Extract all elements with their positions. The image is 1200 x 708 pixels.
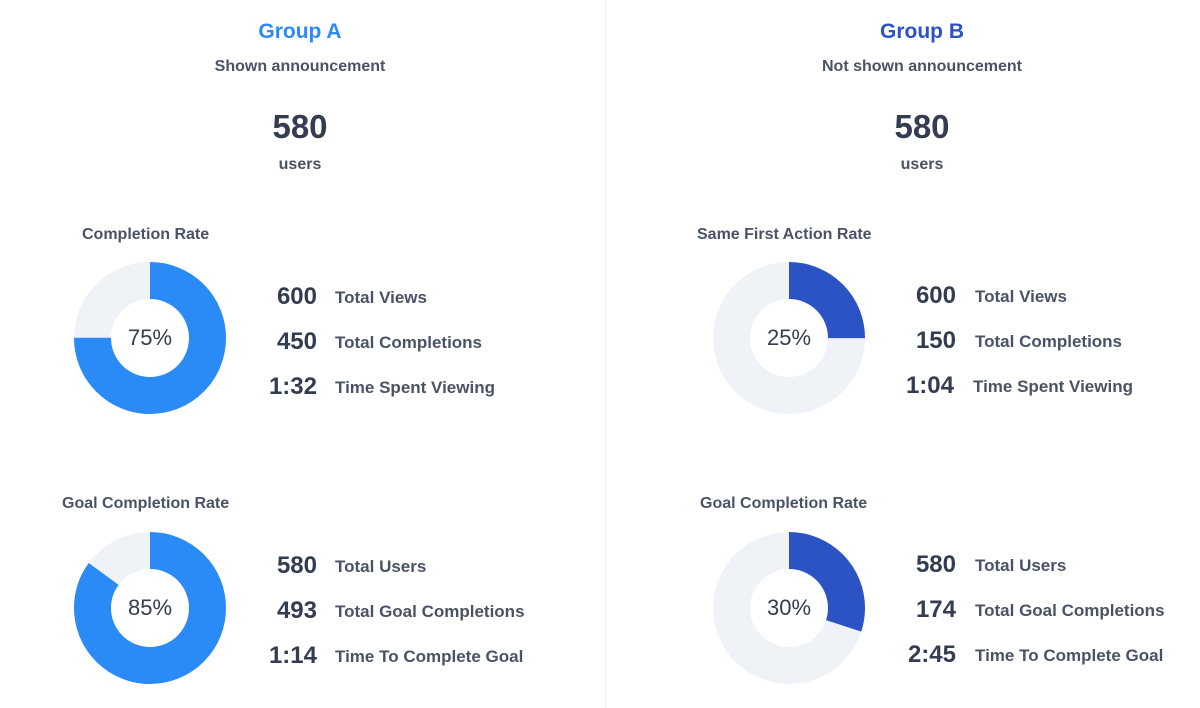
goal-completion-rate-donut: 85% (74, 532, 226, 684)
group-b-subtitle: Not shown announcement (822, 58, 1022, 75)
time-spent-viewing-value: 1:32 (268, 373, 317, 400)
time-to-complete-goal-value: 2:45 (907, 641, 956, 668)
same-first-action-rate-donut: 25% (713, 262, 865, 414)
group-a-users-label: users (278, 156, 322, 173)
group-divider (605, 0, 606, 708)
goal-completion-rate-title: Goal Completion Rate (62, 495, 230, 512)
group-b-title: Group B (880, 20, 964, 43)
time-to-complete-goal-label: Time To Complete Goal (335, 647, 524, 666)
time-spent-viewing-label: Time Spent Viewing (973, 377, 1133, 396)
total-goal-completions-value: 174 (915, 596, 956, 623)
group-a-users-count: 580 (272, 108, 328, 145)
goal-completion-rate-title: Goal Completion Rate (700, 495, 868, 512)
total-views-label: Total Views (975, 287, 1067, 306)
group-a-subtitle: Shown announcement (214, 58, 386, 75)
total-views-label: Total Views (335, 288, 427, 307)
completion-rate-percent: 75% (127, 325, 173, 350)
time-spent-viewing-value: 1:04 (905, 372, 954, 399)
total-views-value: 600 (915, 282, 956, 309)
group-b-users-count: 580 (894, 108, 950, 145)
group-a-title: Group A (258, 20, 342, 43)
total-users-value: 580 (276, 552, 317, 579)
time-to-complete-goal-value: 1:14 (268, 642, 317, 669)
group-a-panel: Group A Shown announcement 580 users Com… (62, 20, 525, 684)
total-completions-value: 450 (276, 328, 317, 355)
time-to-complete-goal-label: Time To Complete Goal (975, 646, 1164, 665)
total-goal-completions-value: 493 (276, 597, 317, 624)
total-completions-label: Total Completions (975, 332, 1123, 351)
group-b-panel: Group B Not shown announcement 580 users… (606, 0, 1200, 708)
goal-completion-rate-donut: 30% (713, 532, 865, 684)
total-users-label: Total Users (975, 556, 1067, 575)
total-views-value: 600 (276, 283, 317, 310)
goal-completion-rate-percent: 30% (766, 595, 812, 620)
goal-completion-rate-percent: 85% (127, 595, 173, 620)
time-spent-viewing-label: Time Spent Viewing (335, 378, 495, 397)
total-completions-value: 150 (915, 327, 956, 354)
completion-rate-donut: 75% (74, 262, 226, 414)
group-b-users-label: users (900, 156, 944, 173)
same-first-action-rate-percent: 25% (766, 325, 812, 350)
total-users-label: Total Users (335, 557, 427, 576)
total-goal-completions-label: Total Goal Completions (975, 601, 1165, 620)
total-users-value: 580 (915, 551, 956, 578)
same-first-action-rate-title: Same First Action Rate (697, 226, 872, 243)
completion-rate-title: Completion Rate (82, 226, 210, 243)
total-goal-completions-label: Total Goal Completions (335, 602, 525, 621)
total-completions-label: Total Completions (335, 333, 483, 352)
